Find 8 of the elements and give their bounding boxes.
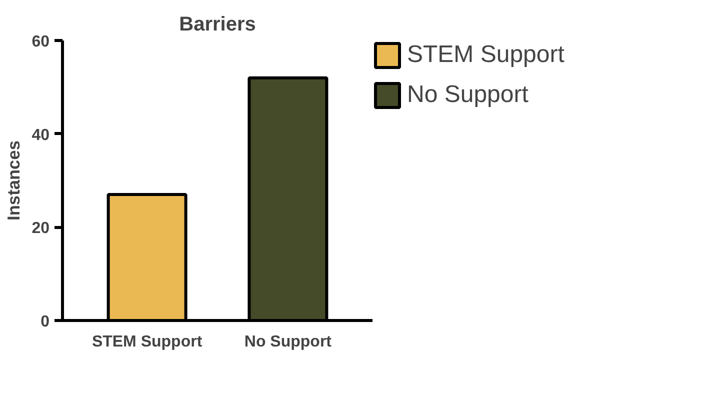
legend-label: STEM Support: [407, 41, 564, 69]
chart-title: Barriers: [179, 14, 256, 36]
y-tick-label: 20: [32, 220, 50, 238]
y-axis-title: Instances: [4, 140, 24, 220]
legend-label: No Support: [407, 81, 528, 109]
y-tick-label: 0: [40, 314, 50, 330]
y-tick-label: 60: [32, 34, 50, 50]
y-tick-label: 40: [32, 126, 50, 144]
